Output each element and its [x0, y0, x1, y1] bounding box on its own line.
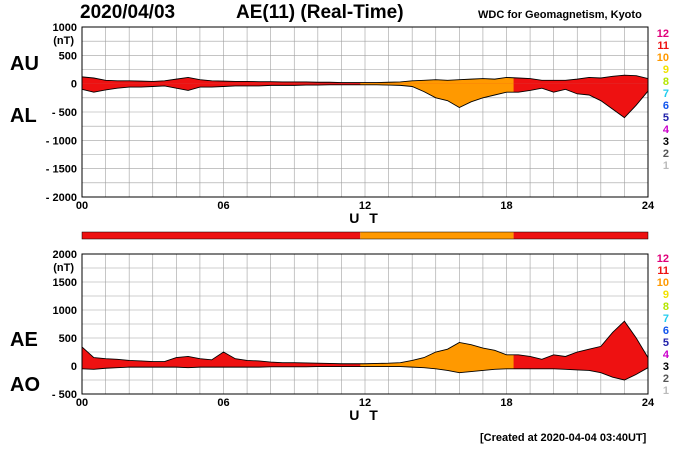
x-tick-label: 18	[500, 397, 512, 409]
station-count-scale-6: 6	[663, 100, 669, 112]
station-count-scale-6: 6	[663, 325, 669, 337]
station-count-scale-3: 3	[663, 361, 669, 373]
x-tick-label: 00	[76, 200, 88, 212]
y-tick-label: 1000	[53, 22, 77, 34]
station-count-frame	[81, 231, 649, 240]
au-al-panel: 1000 500 0 - 500 - 1000 - 1500 - 2000 (nT) 00 06 1…	[10, 22, 670, 226]
station-count-scale-7: 7	[663, 88, 669, 100]
series-au-line	[81, 74, 649, 83]
x-axis-label: U T	[349, 210, 381, 226]
area-ae-fill-orange	[360, 342, 514, 366]
station-count-scale-4: 4	[663, 349, 670, 361]
date-title: 2020/04/03	[80, 2, 176, 23]
y-tick-label: - 2000	[46, 192, 77, 204]
station-count-scale-1: 1	[663, 160, 669, 172]
y-tick-label: 500	[59, 333, 77, 345]
series-al-line	[81, 84, 649, 119]
x-tick-label: 24	[642, 397, 655, 409]
station-count-segment	[360, 232, 514, 239]
source-label: WDC for Geomagnetism, Kyoto	[478, 9, 642, 21]
series-label-ao: AO	[10, 374, 40, 396]
series-ao-line	[81, 366, 649, 381]
series-label-au: AU	[10, 53, 39, 75]
x-tick-label: 18	[500, 200, 512, 212]
station-count-scale-11: 11	[657, 40, 669, 52]
unit-label: (nT)	[53, 262, 74, 274]
station-count-scale-8: 8	[663, 301, 669, 313]
station-count-segment	[513, 232, 648, 239]
y-tick-label: 1000	[53, 305, 77, 317]
plot-frame	[81, 253, 649, 395]
area-ao-fill	[82, 366, 648, 380]
station-count-scale-12: 12	[657, 28, 669, 40]
station-count-scale-2: 2	[663, 373, 669, 385]
x-tick-label: 24	[642, 200, 655, 212]
y-tick-label: - 1000	[46, 135, 77, 147]
y-tick-label: - 500	[52, 389, 77, 401]
y-tick-label: 0	[71, 361, 77, 373]
station-count-scale-9: 9	[663, 289, 669, 301]
plot-frame	[81, 26, 649, 198]
x-axis-label: U T	[349, 407, 381, 423]
station-count-scale-10: 10	[657, 52, 669, 64]
chart-title: AE(11) (Real-Time)	[236, 2, 404, 23]
y-tick-label: - 500	[52, 107, 77, 119]
station-count-segment	[82, 232, 361, 239]
x-tick-label: 06	[217, 200, 229, 212]
station-count-scale-11: 11	[657, 265, 669, 277]
station-count-scale-7: 7	[663, 313, 669, 325]
x-tick-label: 12	[359, 397, 371, 409]
created-timestamp: [Created at 2020-04-04 03:40UT]	[480, 432, 647, 444]
station-count-scale-5: 5	[663, 337, 669, 349]
y-tick-label: 2000	[53, 249, 77, 261]
area-al-fill-orange	[360, 83, 514, 108]
station-count-scale-2: 2	[663, 148, 669, 160]
series-label-ae: AE	[10, 329, 38, 351]
y-tick-label: 0	[71, 79, 77, 91]
x-tick-label: 06	[217, 397, 229, 409]
station-count-scale-12: 12	[657, 253, 669, 265]
station-count-scale-4: 4	[663, 124, 670, 136]
series-ae-line	[81, 320, 649, 365]
y-tick-label: - 1500	[46, 164, 77, 176]
y-tick-label: 500	[59, 50, 77, 62]
station-count-scale-3: 3	[663, 136, 669, 148]
station-count-scale-9: 9	[663, 64, 669, 76]
x-tick-label: 12	[359, 200, 371, 212]
unit-label: (nT)	[53, 35, 74, 47]
station-count-bar	[81, 231, 649, 240]
series-label-al: AL	[10, 105, 37, 127]
station-count-scale-10: 10	[657, 277, 669, 289]
station-count-scale-1: 1	[663, 385, 669, 397]
y-tick-label: 1500	[53, 277, 77, 289]
x-tick-label: 00	[76, 397, 88, 409]
station-count-scale-5: 5	[663, 112, 669, 124]
station-count-scale-8: 8	[663, 76, 669, 88]
